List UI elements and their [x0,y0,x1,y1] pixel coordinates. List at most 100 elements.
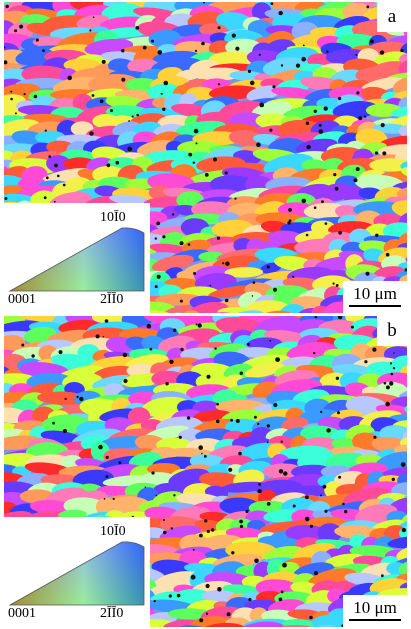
unindexed-point [48,155,51,158]
unindexed-point [196,323,198,325]
unindexed-point [335,187,339,191]
unindexed-point [336,284,339,287]
unindexed-point [216,420,220,424]
unindexed-point [4,197,7,200]
unindexed-point [375,234,378,237]
scale-bar-label-b: 10 μm [343,598,407,618]
unindexed-point [6,5,9,8]
unindexed-point [93,16,95,18]
unindexed-point [198,323,202,327]
unindexed-point [213,158,217,162]
unindexed-point [207,530,210,533]
unindexed-point [193,162,195,164]
unindexed-point [301,57,306,62]
unindexed-point [161,93,163,95]
ipf-label-right-b: 2ĪĪ0 [100,607,123,621]
unindexed-point [14,29,17,32]
unindexed-point [338,476,341,479]
unindexed-point [240,372,243,375]
unindexed-point [310,525,313,528]
unindexed-point [222,262,224,264]
unindexed-point [402,528,406,532]
unindexed-point [380,50,384,54]
unindexed-point [179,241,183,245]
unindexed-point [385,402,390,407]
unindexed-point [386,385,390,389]
ipf-label-top-b: 10Ī0 [100,525,126,539]
unindexed-point [390,362,392,364]
unindexed-point [314,206,317,209]
unindexed-point [279,469,283,473]
ipf-color-key-b: 10Ī0 0001 2ĪĪ0 [4,517,150,627]
unindexed-point [386,253,390,257]
unindexed-point [116,161,120,165]
unindexed-point [319,124,322,127]
unindexed-point [273,288,277,292]
unindexed-point [121,49,124,52]
unindexed-point [225,299,229,303]
unindexed-point [401,462,406,467]
unindexed-point [364,360,367,363]
unindexed-point [206,613,208,615]
unindexed-point [165,382,168,385]
unindexed-point [89,29,91,31]
unindexed-point [52,422,55,425]
unindexed-point [355,54,357,56]
unindexed-point [100,99,104,103]
unindexed-point [57,175,60,178]
unindexed-point [196,142,198,144]
unindexed-point [187,416,190,419]
unindexed-point [320,411,322,413]
unindexed-point [44,196,47,199]
unindexed-point [157,275,161,279]
unindexed-point [254,416,257,419]
unindexed-point [267,265,270,268]
unindexed-point [324,510,327,513]
unindexed-point [127,147,132,152]
unindexed-point [258,483,261,486]
unindexed-point [248,598,251,601]
unindexed-point [259,103,264,108]
unindexed-point [217,237,220,240]
unindexed-point [267,424,270,427]
unindexed-point [67,76,72,81]
unindexed-point [254,559,259,564]
unindexed-point [180,300,183,303]
unindexed-point [283,471,287,475]
panel-letter-a: a [377,2,407,32]
ebsd-panel-a: a 10Ī0 0001 2ĪĪ0 10 μm [4,2,407,313]
unindexed-point [259,54,261,56]
unindexed-point [118,461,121,464]
unindexed-point [245,510,248,513]
unindexed-point [204,455,207,458]
unindexed-point [392,478,395,481]
unindexed-point [267,441,269,443]
unindexed-point [247,343,250,346]
unindexed-point [230,419,233,422]
unindexed-point [191,575,196,580]
unindexed-point [211,528,214,531]
unindexed-point [155,237,157,239]
unindexed-point [364,115,366,117]
unindexed-point [333,283,335,285]
scale-bar-label-a: 10 μm [343,284,407,304]
unindexed-point [306,234,309,237]
unindexed-point [370,39,374,43]
unindexed-point [162,108,165,111]
unindexed-point [156,222,160,226]
unindexed-point [393,352,395,354]
unindexed-point [356,167,360,171]
unindexed-point [169,360,173,364]
unindexed-point [257,423,259,425]
unindexed-point [320,494,322,496]
unindexed-point [31,354,34,357]
unindexed-point [76,396,78,398]
unindexed-point [258,489,262,493]
unindexed-point [10,91,12,93]
unindexed-point [269,129,272,132]
unindexed-point [319,129,324,134]
unindexed-point [271,2,274,5]
unindexed-point [324,106,328,110]
unindexed-point [156,495,158,497]
unindexed-point [179,436,182,439]
